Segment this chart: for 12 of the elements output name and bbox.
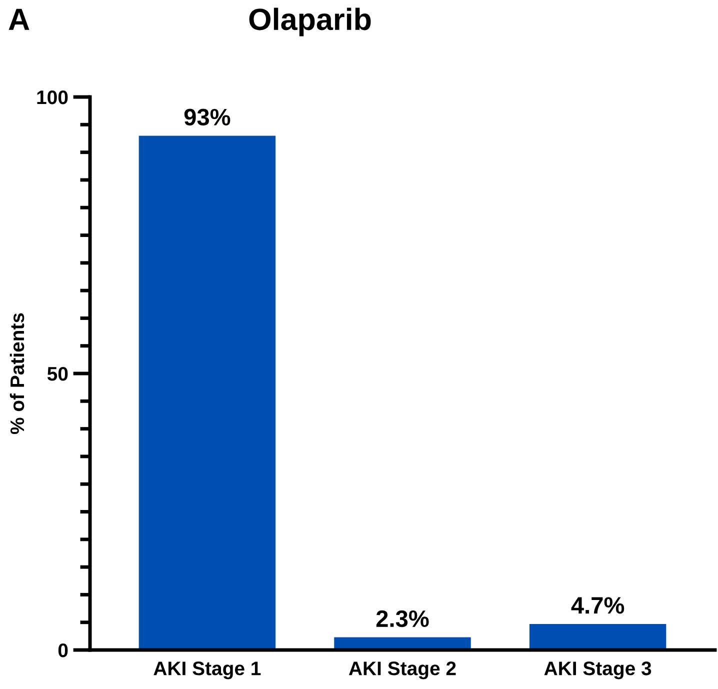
- y-tick-label: 50: [47, 366, 68, 381]
- data-label: 4.7%: [571, 597, 624, 614]
- y-tick-label: 0: [58, 643, 68, 658]
- x-tick-label: AKI Stage 2: [348, 662, 456, 680]
- text: A: [8, 8, 30, 30]
- chart-title: Olaparib: [249, 8, 371, 36]
- x-tick-label: AKI Stage 1: [154, 662, 261, 680]
- x-tick-label: AKI Stage 3: [544, 662, 652, 680]
- y-axis-title: % of Patients: [10, 313, 24, 434]
- y-tick-label: 100: [37, 90, 68, 104]
- data-label: 2.3%: [376, 610, 429, 628]
- data-label: 93%: [184, 108, 230, 126]
